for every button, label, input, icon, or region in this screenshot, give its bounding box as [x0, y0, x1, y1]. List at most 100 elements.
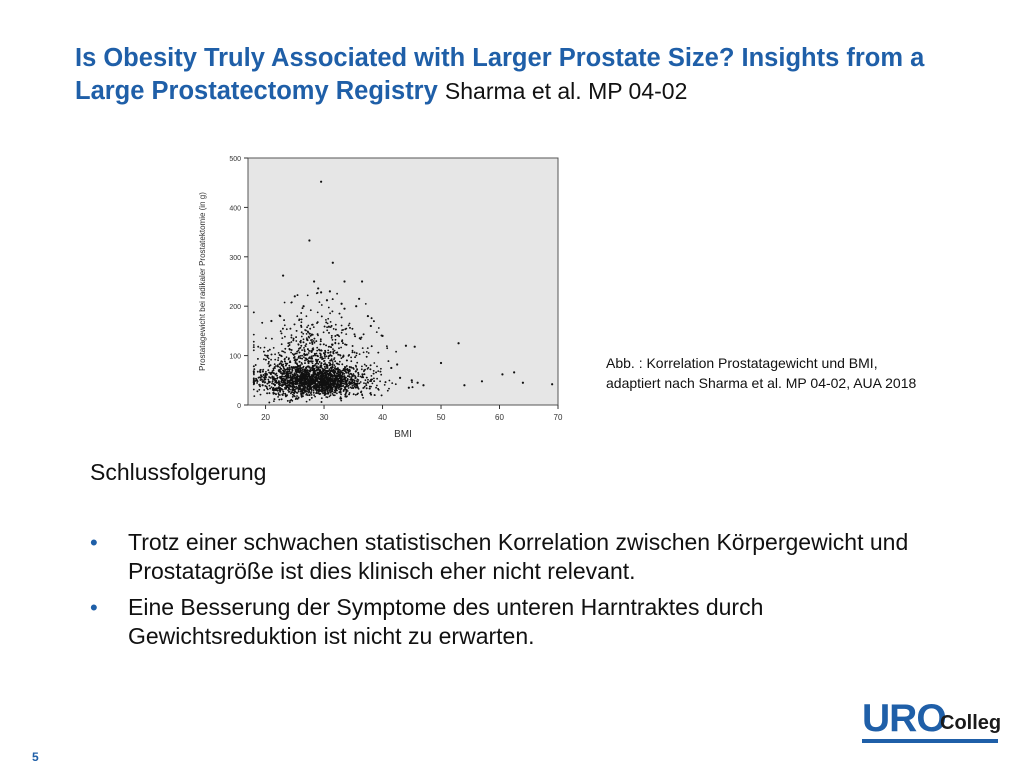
x-tick-label: 30: [320, 413, 329, 422]
x-axis-label: BMI: [394, 429, 412, 440]
scatter-point: [330, 346, 333, 349]
scatter-point: [344, 381, 347, 383]
scatter-point: [311, 379, 314, 382]
scatter-point: [313, 382, 315, 385]
scatter-point: [252, 380, 255, 383]
scatter-point: [321, 357, 323, 359]
scatter-point: [298, 347, 301, 350]
scatter-point: [337, 367, 339, 369]
scatter-point: [279, 366, 281, 369]
scatter-point: [279, 330, 282, 333]
scatter-point: [260, 374, 262, 377]
scatter-point-outlier: [457, 342, 460, 345]
scatter-point: [325, 344, 327, 347]
scatter-point: [364, 368, 366, 371]
scatter-point: [314, 372, 317, 375]
scatter-point: [283, 324, 286, 327]
scatter-point: [262, 368, 265, 371]
scatter-point: [290, 372, 293, 374]
scatter-point: [283, 301, 286, 304]
scatter-point: [411, 381, 413, 384]
scatter-point: [271, 375, 274, 378]
scatter-point: [360, 391, 362, 394]
scatter-point: [328, 332, 330, 334]
scatter-point: [298, 371, 301, 374]
scatter-point: [345, 384, 348, 387]
scatter-point: [326, 396, 329, 399]
scatter-point: [259, 347, 262, 349]
scatter-point: [301, 354, 303, 357]
scatter-point: [327, 306, 330, 309]
scatter-point: [317, 388, 320, 391]
scatter-point: [288, 342, 291, 344]
scatter-point: [369, 368, 372, 371]
scatter-point: [353, 384, 355, 386]
scatter-point: [365, 382, 367, 385]
scatter-point: [282, 350, 285, 353]
scatter-point-outlier: [407, 386, 410, 389]
scatter-point: [277, 392, 280, 395]
scatter-point: [317, 355, 319, 358]
scatter-point: [362, 351, 365, 354]
scatter-point: [270, 372, 272, 374]
scatter-point: [323, 377, 325, 380]
scatter-point: [278, 369, 281, 371]
scatter-point: [333, 374, 335, 377]
scatter-point: [328, 372, 330, 375]
conclusion-heading: Schlussfolgerung: [90, 459, 267, 485]
scatter-point: [347, 387, 350, 389]
scatter-point: [320, 397, 323, 400]
scatter-point-outlier: [325, 299, 329, 302]
y-tick-label: 400: [229, 205, 241, 212]
scatter-point: [311, 386, 314, 388]
scatter-point-outlier: [551, 383, 554, 386]
scatter-point: [274, 353, 276, 356]
scatter-point: [298, 360, 301, 363]
scatter-point: [283, 380, 285, 382]
scatter-point: [252, 333, 255, 336]
x-tick-label: 50: [437, 413, 446, 422]
scatter-point: [333, 383, 335, 386]
scatter-point: [336, 363, 339, 365]
scatter-point: [323, 325, 326, 328]
scatter-point: [320, 401, 323, 403]
scatter-point: [337, 378, 339, 381]
scatter-point: [308, 398, 311, 401]
scatter-point: [297, 367, 300, 370]
scatter-point: [338, 375, 341, 378]
scatter-point: [329, 373, 332, 376]
scatter-point-outlier: [343, 307, 346, 310]
uro-colleg-logo: URO Colleg: [862, 699, 1002, 747]
scatter-point: [351, 385, 354, 387]
scatter-point: [315, 340, 318, 342]
bullet-text: Trotz einer schwachen statistischen Korr…: [128, 529, 909, 584]
scatter-point: [319, 369, 322, 371]
x-tick-label: 60: [495, 413, 504, 422]
scatter-point: [355, 365, 358, 368]
scatter-point: [269, 381, 271, 383]
scatter-point: [335, 388, 337, 390]
scatter-point: [309, 327, 312, 330]
scatter-point: [286, 400, 289, 402]
scatter-point: [319, 338, 322, 341]
scatter-point: [373, 377, 375, 380]
scatter-point: [304, 329, 306, 331]
scatter-point: [321, 389, 324, 391]
scatter-point: [359, 381, 362, 383]
scatter-point: [256, 382, 258, 384]
scatter-point: [379, 380, 381, 383]
scatter-point: [303, 380, 306, 383]
scatter-point: [271, 382, 273, 385]
scatter-point: [294, 362, 297, 364]
scatter-point: [295, 387, 297, 390]
scatter-point: [348, 393, 350, 396]
scatter-point: [323, 385, 326, 387]
scatter-point: [338, 388, 340, 390]
scatter-point: [263, 358, 265, 361]
scatter-point: [267, 362, 270, 365]
scatter-point: [290, 351, 292, 354]
scatter-point: [328, 386, 331, 389]
scatter-plot-svg: 0 100 200 300 400 500 20 30 40 50 60 70 BMI Prostatag…: [198, 156, 563, 440]
scatter-point: [308, 390, 310, 392]
title-author: Sharma et al. MP 04-02: [444, 78, 688, 104]
